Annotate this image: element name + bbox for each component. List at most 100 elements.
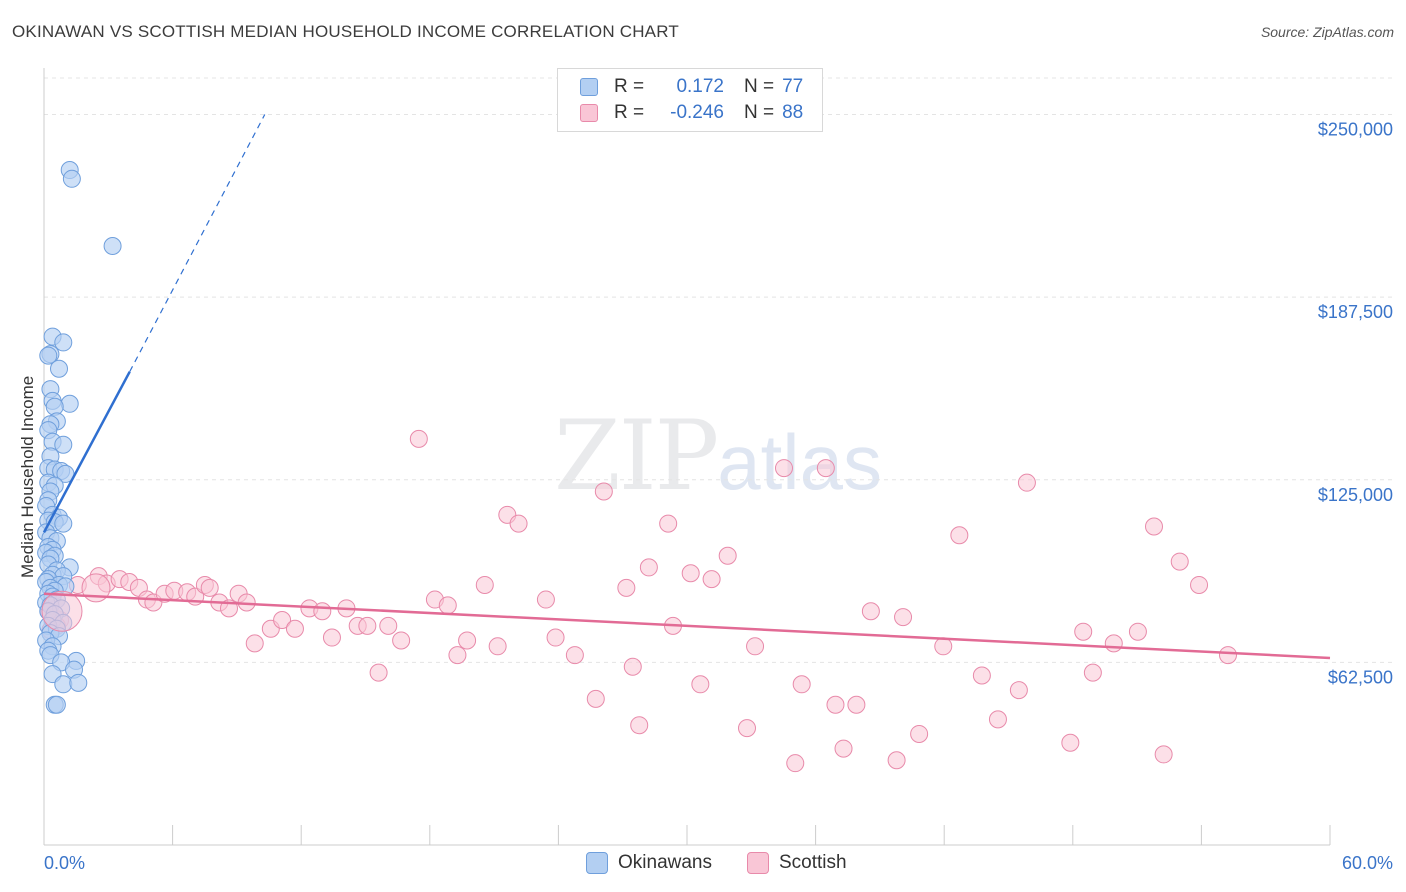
scottish-point-34 [379,616,398,635]
okinawans-point-6 [39,346,58,365]
okinawans-swatch [580,78,598,96]
scottish-point-73 [934,637,953,656]
scottish-point-62 [775,459,793,478]
watermark: ZIPatlas [554,400,882,512]
scottish-point-26 [285,619,304,638]
r-value-okinawans: 0.172 [676,76,724,97]
scottish-point-63 [786,754,805,773]
source-label: Source: ZipAtlas.com [1260,24,1394,40]
scottish-point-57 [691,675,710,694]
okinawans-point-31 [54,514,73,533]
scottish-bubble-large [41,590,83,632]
scottish-point-58 [702,570,721,589]
y-tick-label-1: $125,000 [1318,485,1393,505]
okinawans-point-16 [54,435,73,454]
scottish-point-88 [1219,646,1237,665]
watermark-zip: ZIP [554,400,719,512]
scottish-point-25 [273,611,292,630]
scottish-legend-swatch [747,852,769,874]
scottish-point-46 [546,628,565,647]
scottish-point-18 [200,578,219,597]
chart-title: OKINAWAN VS SCOTTISH MEDIAN HOUSEHOLD IN… [12,22,679,41]
scottish-point-87 [1190,575,1209,594]
r-value-scottish: -0.246 [670,102,724,123]
scottish-point-53 [639,558,658,577]
legend-row-okinawans: R = 0.172 N = 77 [580,75,803,99]
scottish-point-48 [586,689,605,708]
okinawans-point-4 [54,333,73,352]
r-label: R = [614,102,645,123]
scottish-point-54 [659,514,678,533]
okinawans-point-10 [60,394,79,413]
scottish-point-35 [392,631,411,650]
scottish-point-81 [1083,663,1102,682]
scottish-point-44 [509,514,528,533]
scottish-point-33 [369,663,388,682]
x-tick-label-1: 60.0% [1342,853,1393,873]
scottish-point-72 [910,724,929,743]
scottish-point-52 [630,716,649,735]
y-tick-label-2: $187,500 [1318,302,1393,322]
n-value-okinawans: 77 [782,76,804,97]
scottish-point-42 [488,637,507,656]
scottish-point-47 [565,646,584,665]
legend-scottish-label: Scottish [779,852,847,873]
legend-okinawans-label: Okinawans [618,852,712,873]
scottish-point-39 [448,646,467,665]
n-value-scottish: 88 [782,102,804,123]
legend-item-scottish[interactable]: Scottish [747,852,847,874]
scottish-point-68 [847,695,866,714]
okinawans-legend-swatch [586,852,608,874]
scottish-point-76 [988,710,1007,729]
scottish-point-51 [623,657,642,676]
scottish-point-45 [536,590,555,609]
scottish-point-64 [792,675,811,694]
scottish-trend-line [43,592,1331,660]
scottish-point-78 [1017,473,1036,492]
scottish-point-75 [972,666,991,685]
okinawans-point-76 [47,695,66,714]
y-axis-title: Median Household Income [18,375,37,578]
series-legend: Okinawans Scottish [0,852,1406,876]
okinawans-point-1 [62,169,81,188]
legend-item-okinawans[interactable]: Okinawans [586,852,712,874]
scottish-point-74 [950,526,969,545]
scottish-point-40 [458,631,477,650]
scottish-point-38 [438,596,457,615]
scottish-point-82 [1104,634,1123,653]
scottish-point-65 [816,459,835,478]
okinawans-trend-extension [129,114,266,372]
scottish-point-56 [681,564,700,583]
scottish-point-28 [313,602,332,621]
okinawans-point-73 [54,675,73,694]
scottish-point-86 [1170,552,1189,571]
scottish-point-70 [887,751,906,770]
scottish-point-50 [617,578,636,597]
scottish-point-71 [894,608,913,627]
scottish-point-67 [834,739,853,758]
scottish-point-41 [475,575,494,594]
n-label: N = [744,102,775,123]
scottish-point-23 [245,634,264,653]
scottish-swatch [580,104,598,122]
scottish-point-36 [409,429,428,448]
legend-row-scottish: R = -0.246 N = 88 [580,101,803,125]
scottish-point-79 [1061,733,1080,752]
correlation-legend: R = 0.172 N = 77 R = -0.246 N = 88 [557,68,823,132]
scottish-point-49 [594,482,613,501]
okinawans-point-7 [50,359,69,378]
y-tick-label-0: $62,500 [1328,667,1393,687]
scottish-point-66 [826,695,845,714]
scottish-point-69 [861,602,880,621]
scottish-point-83 [1128,622,1147,641]
scottish-point-29 [322,628,341,647]
scottish-point-77 [1009,681,1028,700]
x-tick-label-0: 0.0% [44,853,85,873]
scottish-point-32 [358,616,377,635]
okinawans-point-2 [103,237,122,256]
y-tick-label-3: $250,000 [1318,120,1393,140]
okinawans-point-74 [69,673,88,692]
r-label: R = [614,76,645,97]
scottish-point-80 [1074,622,1093,641]
